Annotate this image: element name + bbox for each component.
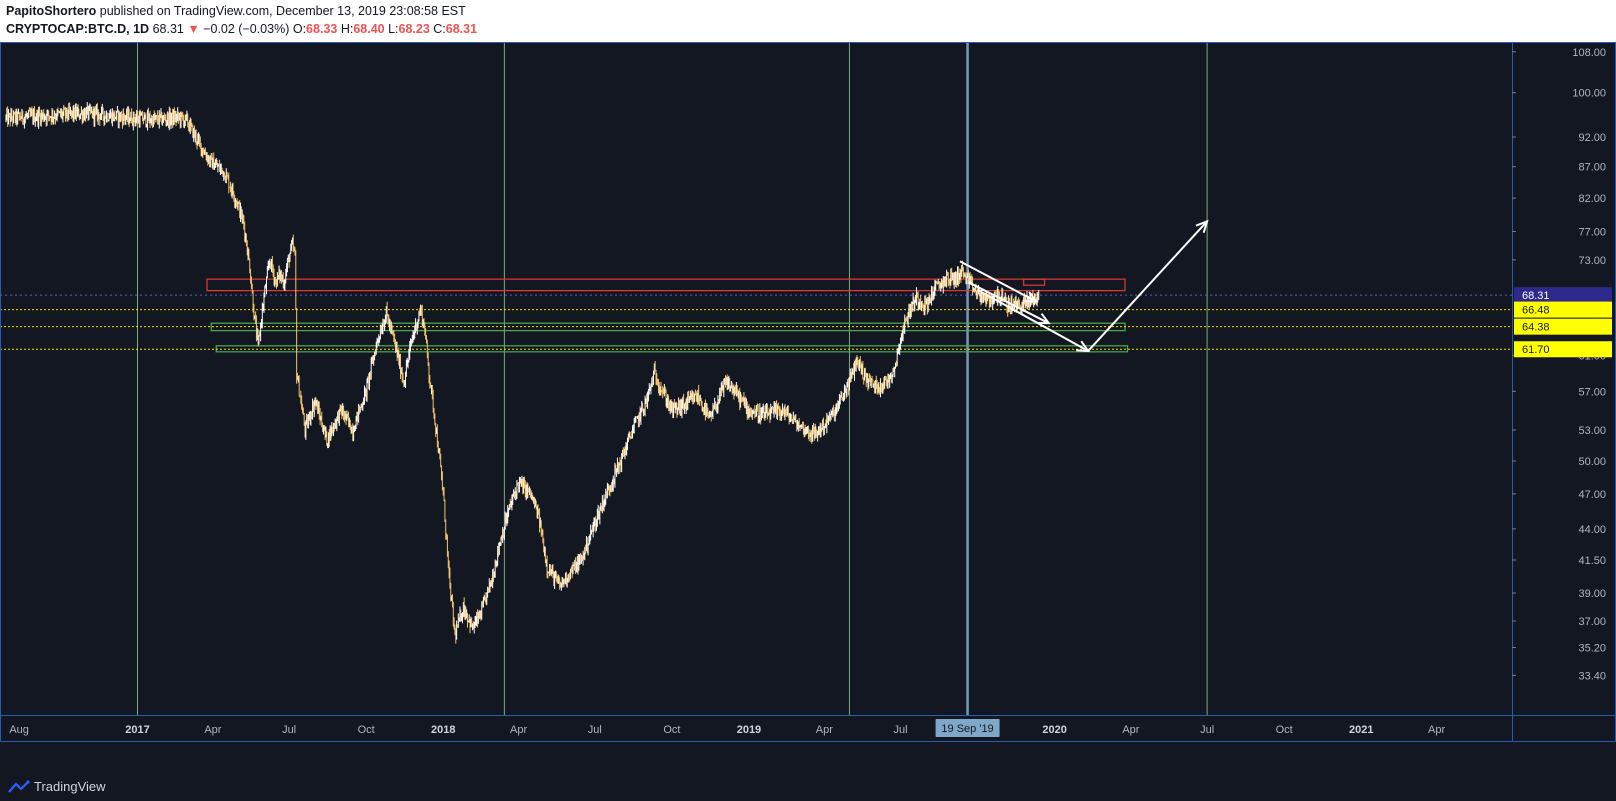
arrow-head-icon [1036,313,1051,325]
y-tick-label: 53.00 [1578,425,1606,437]
x-tick-label: 2019 [737,724,761,736]
x-tick-label: 2020 [1042,724,1066,736]
publish-info: published on TradingView.com, December 1… [99,4,466,18]
x-tick-label: Aug [9,724,29,736]
x-tick-label: 2021 [1349,724,1373,736]
price-badge-label: 64.38 [1522,322,1550,334]
price-badge [1514,301,1612,318]
y-tick-label: 77.00 [1578,227,1606,239]
resistance-zone [206,278,1126,292]
low-label: L: [388,22,399,36]
y-tick-label: 108.00 [1572,47,1606,59]
y-tick-label: 39.00 [1578,588,1606,600]
x-tick-label: 2018 [431,724,455,736]
price-badge-label: 68.31 [1522,290,1550,302]
x-tick-label: Apr [816,724,833,736]
y-tick-label: 44.00 [1578,524,1606,536]
y-tick-label: 37.00 [1578,616,1606,628]
x-tick-label: Oct [663,724,680,736]
level-lines [0,294,1512,350]
open-value: 68.33 [306,22,338,36]
y-axis-labels: 108.00 100.00 92.00 87.00 82.00 77.00 73.00 61.… [1512,47,1606,682]
trend-arrow [967,281,1050,325]
resistance-zone [1023,278,1046,286]
close-value: 68.31 [445,22,478,36]
high-label: H: [340,22,354,36]
x-tick-label: Apr [1122,724,1139,736]
change-value: −0.02 (−0.03%) [203,22,290,36]
close-label: C: [433,22,446,36]
x-axis-labels: Aug 2017 Apr Jul Oct 2018 Apr Jul Oct 2019 Apr Jul 2… [9,719,1446,737]
price-badge [1514,287,1612,304]
x-tick-label: 2017 [125,724,149,736]
y-tick-label: 100.00 [1572,88,1606,100]
y-tick-label: 50.00 [1578,456,1606,468]
x-tick-label: Oct [1276,724,1293,736]
price-badge [1514,341,1612,358]
y-tick-label: 73.00 [1578,255,1606,267]
last-price: 68.31 [152,22,184,36]
open-label: O: [292,22,307,36]
x-tick-label: Jul [588,724,602,736]
crosshair-time-badge [935,719,1000,737]
crosshair-time-label: 19 Sep '19 [941,723,993,735]
y-axis-panel [1512,42,1616,742]
price-badge [1514,318,1612,335]
publish-line: PapitoShortero published on TradingView.… [6,4,466,18]
y-tick-label: 87.00 [1578,162,1606,174]
x-tick-label: Jul [1200,724,1214,736]
ohlc-line: CRYPTOCAP:BTC.D, 1D 68.31 ▼ −0.02 (−0.03… [6,22,477,36]
trend-arrow [1087,220,1208,352]
y-tick-label: 47.00 [1578,489,1606,501]
x-tick-label: Oct [358,724,375,736]
x-tick-label: Apr [510,724,527,736]
y-tick-label: 35.20 [1578,642,1606,654]
change-down-icon: ▼ [187,22,200,36]
chart-background [0,42,1616,774]
footer-bar: TradingView [0,774,1616,801]
y-tick-label: 82.00 [1578,193,1606,205]
symbol-label[interactable]: CRYPTOCAP:BTC.D, 1D [6,22,150,36]
price-labels: 68.31 66.48 64.38 61.70 [1514,287,1612,358]
price-chart[interactable]: 108.00 100.00 92.00 87.00 82.00 77.00 73.00 61.… [0,42,1616,774]
price-badge-label: 61.70 [1522,344,1550,356]
x-tick-label: Jul [282,724,296,736]
arrows [959,219,1209,353]
y-tick-label: 33.40 [1578,670,1606,682]
tradingview-logo-icon[interactable] [8,780,30,794]
arrow-head-icon [1195,219,1209,234]
x-tick-label: Apr [1428,724,1445,736]
high-value: 68.40 [353,22,385,36]
y-tick-label: 57.00 [1578,386,1606,398]
footer-brand[interactable]: TradingView [34,779,106,794]
x-tick-label: Jul [894,724,908,736]
trend-arrow [977,288,1089,352]
x-tick-label: Apr [204,724,221,736]
price-badge-label: 66.48 [1522,305,1550,317]
chart-header: PapitoShortero published on TradingView.… [0,0,1616,42]
trend-arrow [959,260,1037,303]
y-tick-label: 41.50 [1578,555,1606,567]
author-name[interactable]: PapitoShortero [6,4,97,18]
low-value: 68.23 [398,22,430,36]
arrow-head-icon [1024,291,1039,303]
y-tick-label: 92.00 [1578,132,1606,144]
